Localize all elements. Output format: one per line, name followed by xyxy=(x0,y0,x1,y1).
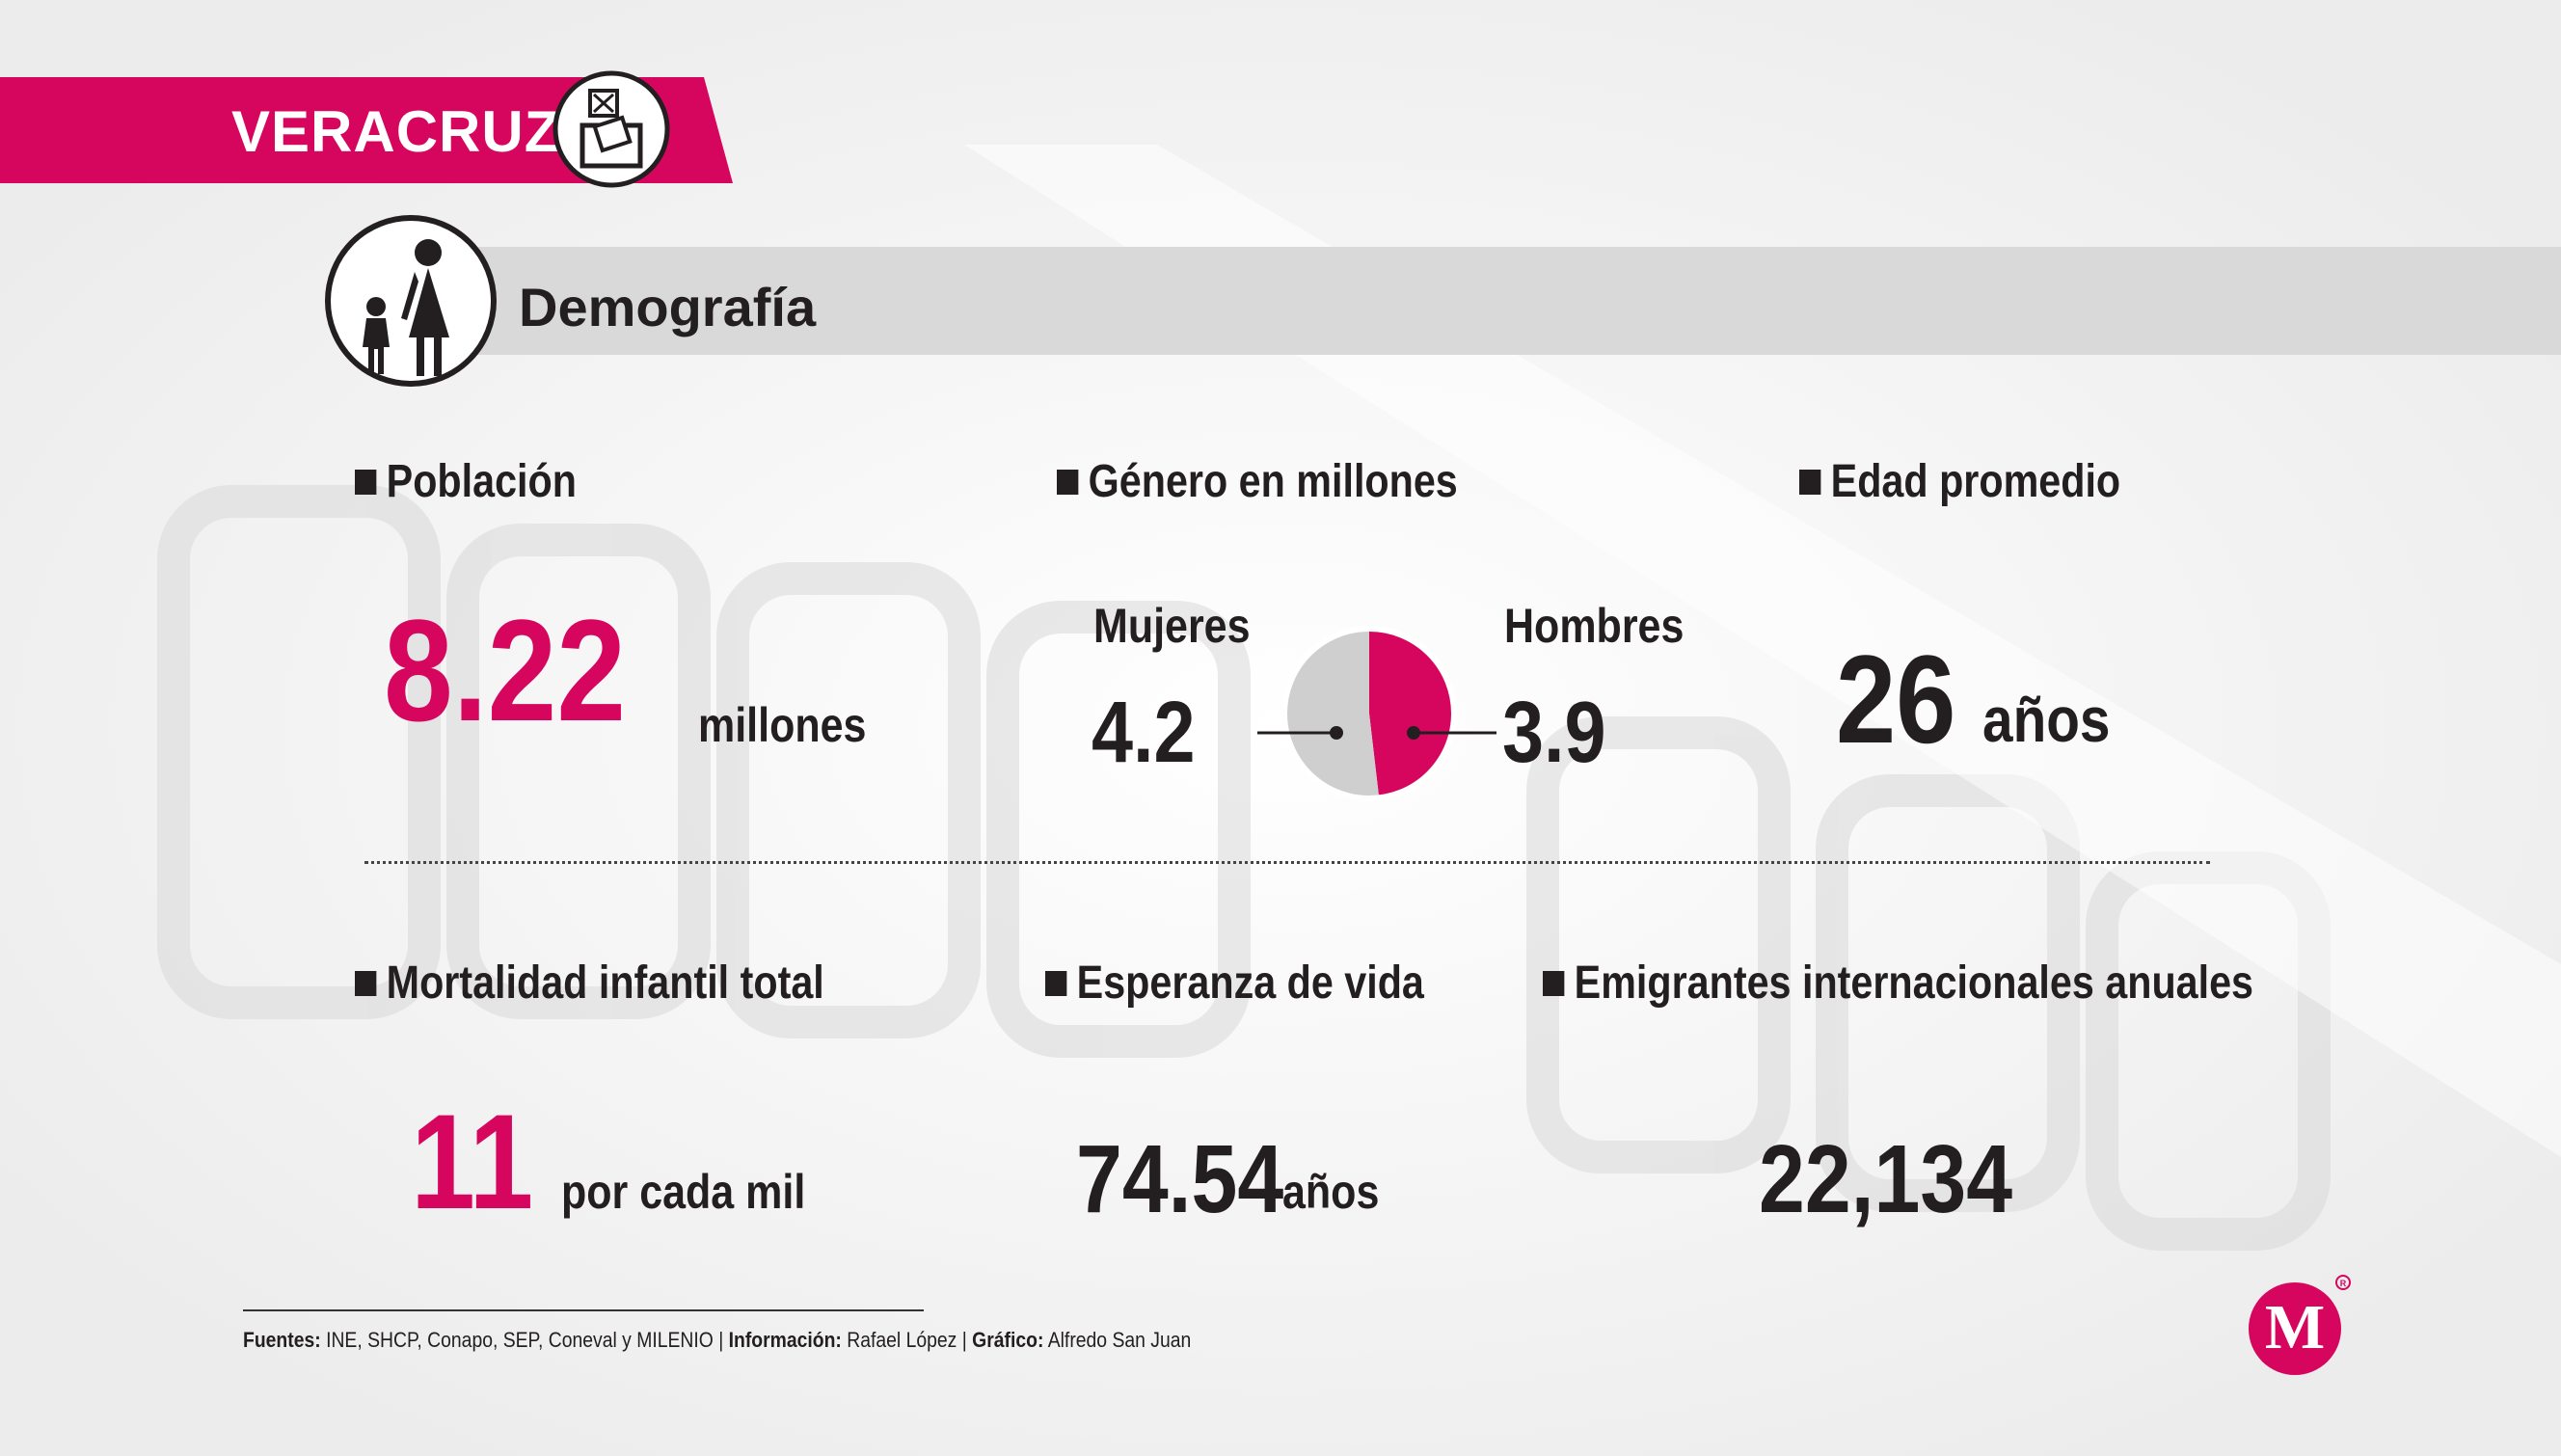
mortalidad-unit: por cada mil xyxy=(561,1165,806,1219)
bullet-square xyxy=(1799,470,1821,495)
esperanza-unit: años xyxy=(1282,1165,1380,1219)
poblacion-unit: millones xyxy=(698,698,867,752)
milenio-logo: M R xyxy=(2249,1275,2351,1375)
edad-label: Edad promedio xyxy=(1799,451,2120,513)
dotted-divider xyxy=(364,861,2210,864)
sources-line: Fuentes: INE, SHCP, Conapo, SEP, Coneval… xyxy=(243,1323,1191,1358)
grafico-label: Gráfico: xyxy=(972,1328,1044,1352)
svg-text:M: M xyxy=(2265,1292,2325,1362)
hombres-label: Hombres xyxy=(1504,599,1685,653)
pie-outline xyxy=(1281,626,1457,801)
pie-slice-hombres xyxy=(1369,629,1454,798)
hombres-value: 3.9 xyxy=(1502,685,1606,781)
grafico-value: Alfredo San Juan xyxy=(1047,1328,1192,1352)
informacion-value: Rafael López xyxy=(847,1328,957,1352)
bullet-square xyxy=(355,470,377,495)
edad-unit: años xyxy=(1982,684,2111,755)
mother-child-icon xyxy=(325,215,497,387)
poblacion-label: Población xyxy=(355,451,577,513)
fuentes-label: Fuentes: xyxy=(243,1328,321,1352)
emigrantes-label: Emigrantes internacionales anuales xyxy=(1543,953,2253,1014)
separator: | xyxy=(961,1328,967,1352)
mortalidad-value: 11 xyxy=(411,1086,534,1237)
bullet-square xyxy=(1543,971,1565,996)
bullet-square xyxy=(1045,971,1067,996)
edad-value: 26 xyxy=(1836,629,1956,769)
state-title: VERACRUZ xyxy=(231,99,561,164)
separator: | xyxy=(718,1328,724,1352)
section-title: Demografía xyxy=(519,277,817,337)
mujeres-label: Mujeres xyxy=(1093,599,1251,653)
esperanza-value: 74.54 xyxy=(1076,1125,1284,1233)
informacion-label: Información: xyxy=(728,1328,842,1352)
esperanza-label: Esperanza de vida xyxy=(1045,953,1424,1014)
bullet-square xyxy=(1057,470,1079,495)
section-bar xyxy=(405,247,2561,355)
hombres-leader-dot xyxy=(1407,726,1420,740)
pie-leader-lines xyxy=(1257,726,1496,740)
svg-text:R: R xyxy=(2340,1279,2347,1288)
pie-slice-mujeres xyxy=(1284,629,1380,798)
emigrantes-value: 22,134 xyxy=(1759,1125,2013,1233)
fuentes-value: INE, SHCP, Conapo, SEP, Coneval y MILENI… xyxy=(326,1328,714,1352)
mujeres-value: 4.2 xyxy=(1092,685,1196,781)
gender-pie-chart xyxy=(1281,626,1457,801)
mortalidad-label: Mortalidad infantil total xyxy=(355,953,824,1014)
poblacion-value: 8.22 xyxy=(384,589,627,751)
header-banner xyxy=(0,77,733,183)
mujeres-leader-dot xyxy=(1330,726,1343,740)
ballot-box-icon xyxy=(553,70,670,188)
bullet-square xyxy=(355,971,377,996)
genero-label: Género en millones xyxy=(1057,451,1458,513)
sources-rule xyxy=(243,1309,924,1311)
